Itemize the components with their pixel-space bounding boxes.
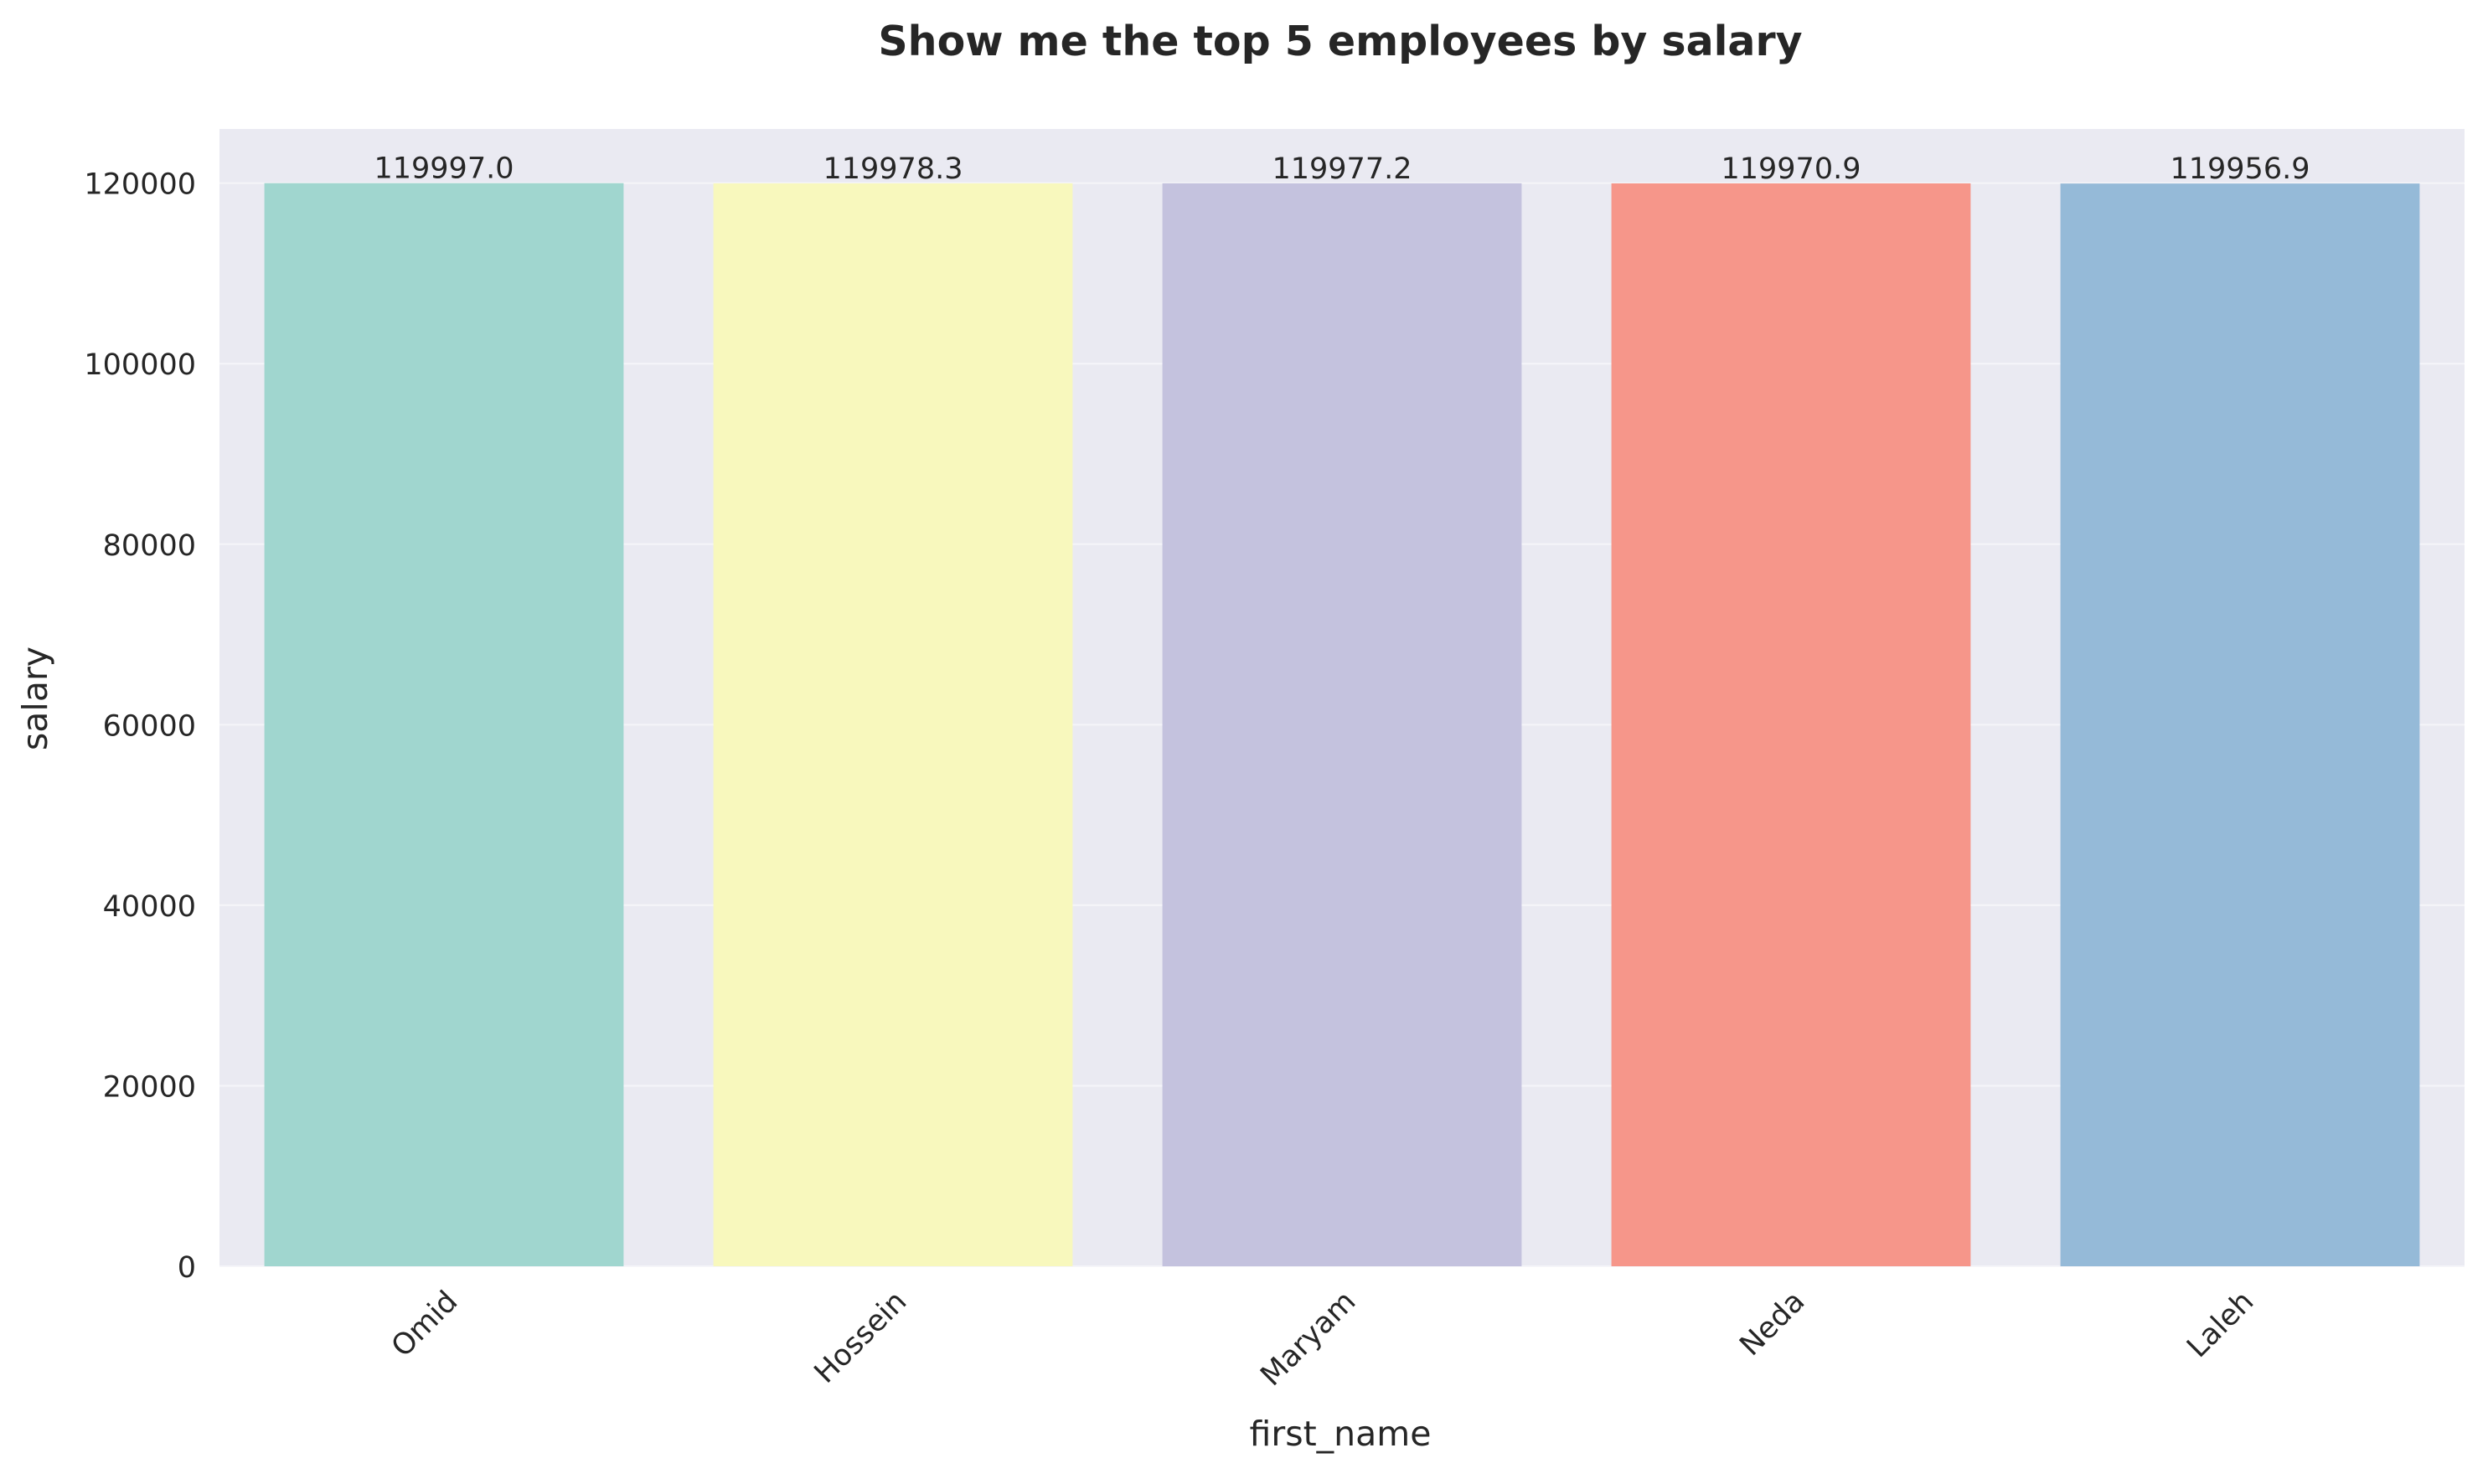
chart-title: Show me the top 5 employees by salary bbox=[878, 18, 1802, 65]
bar-laleh bbox=[2060, 183, 2420, 1266]
bar-maryam bbox=[1162, 183, 1522, 1267]
value-label: 119977.2 bbox=[1272, 152, 1412, 186]
bars bbox=[264, 183, 2420, 1267]
value-label: 119978.3 bbox=[823, 152, 963, 186]
y-tick-label: 20000 bbox=[103, 1070, 196, 1104]
y-tick-label: 0 bbox=[178, 1251, 196, 1285]
x-axis-label: first_name bbox=[1250, 1414, 1432, 1454]
y-axis-label: salary bbox=[15, 647, 55, 750]
y-tick-label: 60000 bbox=[103, 709, 196, 743]
value-labels: 119997.0 119978.3 119977.2 119970.9 119956.9 bbox=[374, 152, 2310, 186]
bar-omid bbox=[264, 183, 624, 1267]
y-tick-label: 100000 bbox=[84, 348, 196, 382]
bar-hossein bbox=[713, 183, 1073, 1267]
value-label: 119956.9 bbox=[2170, 152, 2310, 186]
bar-neda bbox=[1611, 183, 1971, 1266]
value-label: 119970.9 bbox=[1721, 152, 1861, 186]
y-tick-label: 80000 bbox=[103, 529, 196, 563]
y-axis-ticks: 0 20000 40000 60000 80000 100000 120000 bbox=[84, 168, 196, 1285]
value-label: 119997.0 bbox=[374, 152, 514, 186]
y-tick-label: 120000 bbox=[84, 168, 196, 202]
y-tick-label: 40000 bbox=[103, 890, 196, 924]
